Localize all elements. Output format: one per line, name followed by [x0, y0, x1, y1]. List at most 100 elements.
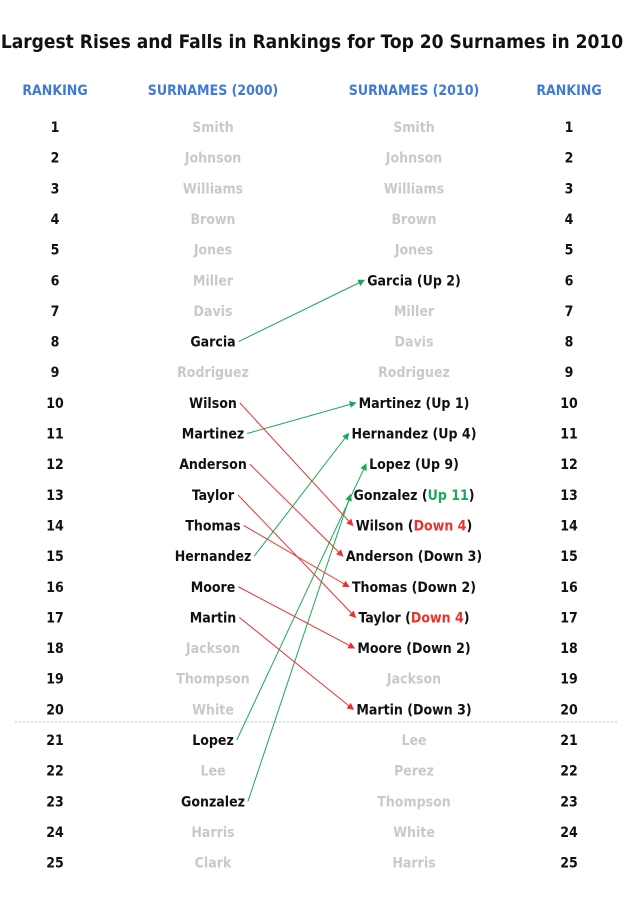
rank-left: 21 [46, 733, 64, 749]
rank-right: 4 [565, 212, 574, 228]
surname-2000: White [192, 702, 234, 718]
rank-right: 13 [560, 488, 578, 504]
rank-left: 18 [46, 641, 64, 657]
surname-2010-part: Anderson (Down 3) [346, 549, 482, 565]
surname-2000: Wilson [189, 396, 237, 412]
surname-2010-part: ) [464, 610, 470, 626]
rank-right: 14 [560, 518, 578, 534]
rank-right: 8 [565, 335, 574, 351]
surname-2010: Rodriguez [378, 365, 450, 381]
surname-2010-part: Thompson [377, 794, 450, 810]
rank-right: 15 [560, 549, 578, 565]
surname-2000: Martinez [182, 427, 244, 443]
movement-arrow-thomas [243, 525, 350, 588]
change-down-label: Down 4 [414, 518, 467, 534]
header-ranking-right: RANKING [536, 83, 601, 99]
surname-2000: Miller [193, 273, 234, 289]
surname-2010-part: ) [469, 488, 475, 504]
movement-arrow-wilson [239, 402, 354, 527]
surname-2010-part: Jones [394, 243, 433, 259]
movement-arrow-anderson [249, 463, 344, 557]
surname-2000: Garcia [190, 335, 235, 351]
surname-2010: Taylor (Down 4) [358, 610, 469, 626]
surname-2010-part: Wilson ( [356, 518, 414, 534]
rank-right: 23 [560, 794, 578, 810]
rank-left: 5 [51, 243, 60, 259]
rank-left: 20 [46, 702, 64, 718]
surname-2000: Harris [191, 825, 234, 841]
rank-left: 3 [51, 181, 60, 197]
surname-2010-part: Gonzalez ( [353, 488, 427, 504]
rank-left: 8 [51, 335, 60, 351]
chart-title: Largest Rises and Falls in Rankings for … [1, 31, 623, 53]
surname-2000: Moore [191, 580, 236, 596]
rank-right: 5 [565, 243, 574, 259]
surname-2010-part: White [393, 825, 435, 841]
rank-left: 19 [46, 672, 64, 688]
rank-left: 22 [46, 764, 64, 780]
surname-2010: Lopez (Up 9) [369, 457, 459, 473]
surname-2000: Lopez [192, 733, 234, 749]
rank-left: 9 [51, 365, 60, 381]
surname-2010: Johnson [385, 151, 442, 167]
surname-2010-part: Thomas (Down 2) [352, 580, 476, 596]
rank-right: 20 [560, 702, 578, 718]
rank-left: 1 [51, 120, 60, 136]
surname-2000: Smith [192, 120, 234, 136]
rank-right: 18 [560, 641, 578, 657]
rank-right: 24 [560, 825, 578, 841]
rank-left: 11 [46, 427, 64, 443]
change-up-label: Up 11 [428, 488, 469, 504]
surname-2010: White [393, 825, 435, 841]
surname-2010: Lee [401, 733, 426, 749]
rank-left: 23 [46, 794, 64, 810]
surname-2010-part: Perez [394, 764, 434, 780]
rank-right: 16 [560, 580, 578, 596]
movement-arrow-martinez [247, 401, 357, 434]
rank-left: 14 [46, 518, 64, 534]
surname-2010-part: Smith [393, 120, 435, 136]
rank-left: 6 [51, 273, 60, 289]
surname-2000: Jones [193, 243, 232, 259]
surname-2010: Brown [391, 212, 436, 228]
surname-2010-part: Garcia (Up 2) [367, 273, 461, 289]
surname-2010: Miller [394, 304, 435, 320]
surname-2000: Anderson [179, 457, 247, 473]
surname-2010: Anderson (Down 3) [346, 549, 482, 565]
surname-2010: Davis [395, 335, 434, 351]
rank-right: 21 [560, 733, 578, 749]
surname-2010-part: Brown [391, 212, 436, 228]
rank-right: 22 [560, 764, 578, 780]
header-ranking-left: RANKING [22, 83, 87, 99]
surname-2010: Martinez (Up 1) [359, 396, 470, 412]
rank-left: 2 [51, 151, 60, 167]
rank-right: 12 [560, 457, 578, 473]
rank-right: 3 [565, 181, 574, 197]
surname-2000: Gonzalez [181, 794, 245, 810]
header-surnames-2010: SURNAMES (2010) [349, 83, 479, 99]
surname-2010-part: Taylor ( [358, 610, 410, 626]
rank-left: 15 [46, 549, 64, 565]
rank-right: 9 [565, 365, 574, 381]
surname-2010: Wilson (Down 4) [356, 518, 472, 534]
surname-2000: Davis [194, 304, 233, 320]
surname-2000: Martin [190, 610, 237, 626]
movement-arrow-martin [238, 617, 355, 710]
rank-right: 19 [560, 672, 578, 688]
surname-2010: Hernandez (Up 4) [352, 427, 477, 443]
surname-2010-part: Lee [401, 733, 426, 749]
surname-2010: Thomas (Down 2) [352, 580, 476, 596]
rank-left: 24 [46, 825, 64, 841]
surname-2010: Thompson [377, 794, 450, 810]
surname-2010-part: Williams [384, 181, 444, 197]
surname-2010: Martin (Down 3) [356, 702, 471, 718]
rank-right: 2 [565, 151, 574, 167]
rank-right: 25 [560, 856, 578, 872]
rank-left: 4 [51, 212, 60, 228]
surname-2000: Hernandez [175, 549, 252, 565]
surname-2010-part: Johnson [385, 151, 442, 167]
surname-2010-part: Davis [395, 335, 434, 351]
rank-right: 17 [560, 610, 578, 626]
rank-right: 1 [565, 120, 574, 136]
